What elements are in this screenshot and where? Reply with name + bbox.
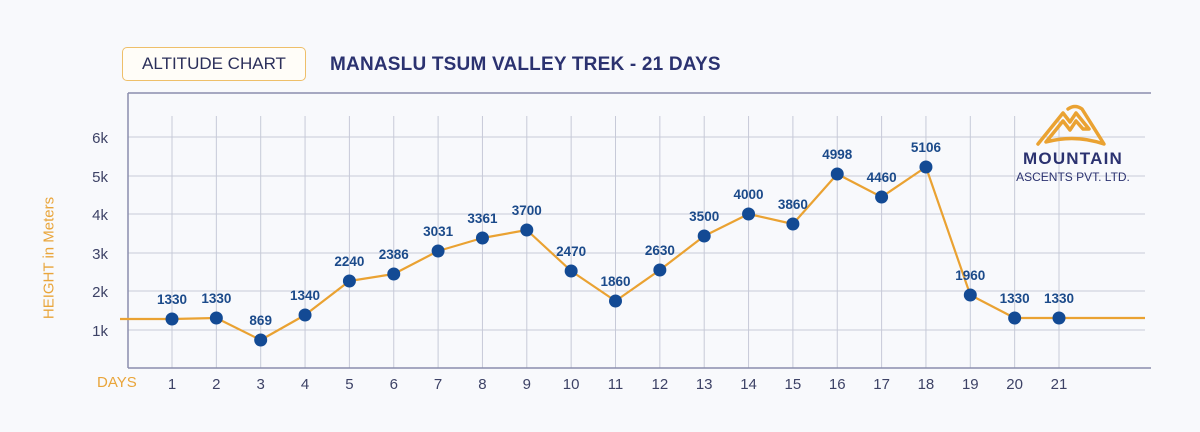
x-tick-label: 21 [1051, 376, 1068, 393]
data-value-label: 1330 [201, 291, 231, 306]
x-tick-label: 15 [785, 376, 802, 393]
x-tick-label: 8 [478, 376, 486, 393]
data-point [609, 294, 622, 308]
chart-title: MANASLU TSUM VALLEY TREK - 21 DAYS [330, 54, 721, 75]
data-value-label: 2386 [379, 247, 410, 262]
data-point [298, 308, 312, 322]
data-value-label: 4000 [734, 187, 764, 202]
data-point [919, 160, 933, 174]
data-point [475, 231, 489, 245]
logo-subtitle: ASCENTS PVT. LTD. [1016, 170, 1130, 184]
x-tick-label: 6 [390, 376, 398, 393]
data-value-label: 2630 [645, 243, 675, 258]
x-tick-label: 17 [873, 376, 890, 393]
x-tick-label: 10 [563, 376, 580, 393]
x-tick-label: 20 [1006, 376, 1023, 393]
data-point [431, 244, 445, 258]
logo-name: MOUNTAIN [1023, 149, 1123, 168]
data-value-label: 1330 [157, 292, 187, 307]
data-value-label: 3500 [689, 209, 719, 224]
data-value-label: 1330 [1044, 291, 1074, 306]
data-value-label: 1860 [600, 274, 630, 289]
data-point [653, 263, 667, 277]
y-tick-label: 6k [92, 130, 108, 147]
data-value-label: 4460 [867, 170, 897, 185]
x-tick-label: 4 [301, 376, 309, 393]
data-point [254, 333, 268, 347]
y-tick-label: 5k [92, 169, 108, 186]
data-point [387, 267, 401, 281]
x-tick-label: 11 [608, 376, 624, 393]
x-tick-label: 16 [829, 376, 846, 393]
data-point [742, 207, 756, 221]
data-value-label: 1340 [290, 288, 320, 303]
x-tick-label: 5 [345, 376, 353, 393]
y-tick-label: 3k [92, 246, 108, 263]
data-value-label: 3700 [512, 203, 542, 218]
data-value-label: 3860 [778, 197, 808, 212]
data-point [830, 167, 844, 181]
data-point [342, 274, 356, 288]
data-value-label: 1330 [1000, 291, 1030, 306]
data-value-label: 2240 [334, 254, 364, 269]
x-tick-label: 3 [257, 376, 265, 393]
x-axis-label: DAYS [97, 374, 137, 391]
data-value-label: 3361 [467, 211, 498, 226]
data-point [165, 312, 179, 326]
x-tick-label: 18 [918, 376, 935, 393]
x-tick-label: 7 [434, 376, 442, 393]
y-tick-label: 1k [92, 323, 108, 340]
data-value-label: 1960 [955, 268, 985, 283]
data-point [875, 190, 889, 204]
data-point [520, 223, 534, 237]
data-value-label: 4998 [822, 147, 853, 162]
altitude-chart-badge: ALTITUDE CHART [122, 47, 306, 81]
y-tick-label: 2k [92, 284, 108, 301]
data-point [564, 264, 578, 278]
x-tick-label: 13 [696, 376, 713, 393]
x-tick-label: 1 [168, 376, 176, 393]
y-tick-label: 4k [92, 207, 108, 224]
x-tick-label: 12 [652, 376, 669, 393]
data-point [1008, 311, 1022, 325]
x-tick-label: 19 [962, 376, 979, 393]
data-value-label: 2470 [556, 244, 586, 259]
data-value-label: 5106 [911, 140, 942, 155]
x-tick-label: 9 [523, 376, 531, 393]
data-value-label: 869 [249, 313, 272, 328]
y-axis-label: HEIGHT in Meters [40, 196, 58, 320]
x-tick-label: 14 [740, 376, 757, 393]
data-point [697, 229, 711, 243]
data-value-label: 3031 [423, 224, 454, 239]
mountain-peak-icon [1036, 104, 1106, 146]
data-point [209, 311, 223, 325]
data-point [963, 288, 977, 302]
x-tick-label: 2 [212, 376, 220, 393]
data-point [786, 217, 800, 231]
data-point [1052, 311, 1066, 325]
